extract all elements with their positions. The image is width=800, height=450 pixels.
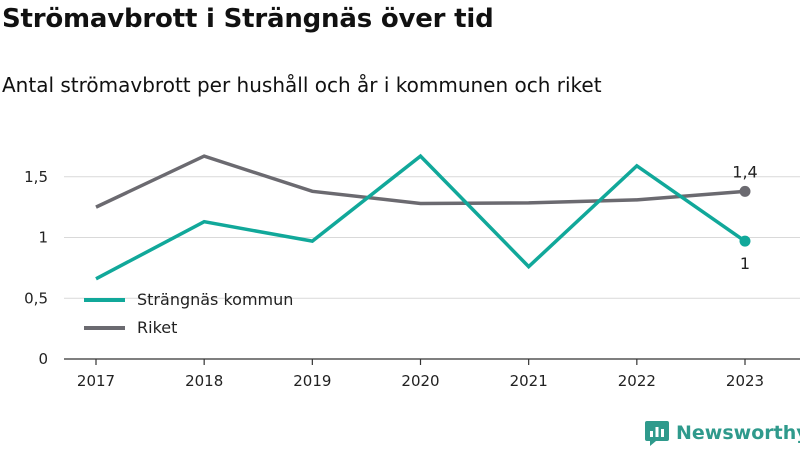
brand-logo: Newsworthy [644, 418, 800, 448]
x-tick-label: 2021 [510, 372, 548, 390]
y-tick-label: 1,5 [24, 168, 48, 186]
newsworthy-logo-icon [645, 421, 669, 446]
data-label: 1 [740, 254, 750, 273]
legend-label: Strängnäs kommun [137, 290, 293, 309]
x-tick-label: 2018 [185, 372, 223, 390]
x-tick-label: 2023 [726, 372, 764, 390]
series-line-str-ngn-s-kommun [95, 153, 747, 281]
x-tick-label: 2019 [293, 372, 331, 390]
chart-subtitle: Antal strömavbrott per hushåll och år i … [2, 73, 602, 97]
x-tick-label: 2020 [401, 372, 439, 390]
legend-label: Riket [137, 318, 177, 337]
series-end-point [739, 185, 751, 197]
x-tick-label: 2022 [618, 372, 656, 390]
y-tick-label: 1 [38, 229, 48, 247]
y-tick-label: 0 [38, 350, 48, 368]
series-line-riket [95, 154, 746, 209]
brand-name: Newsworthy [676, 422, 800, 444]
x-tick-label: 2017 [77, 372, 115, 390]
series-end-point [739, 235, 751, 247]
data-label: 1,4 [732, 162, 757, 181]
chart-title: Strömavbrott i Strängnäs över tid [2, 4, 494, 34]
y-tick-label: 0,5 [24, 289, 48, 307]
